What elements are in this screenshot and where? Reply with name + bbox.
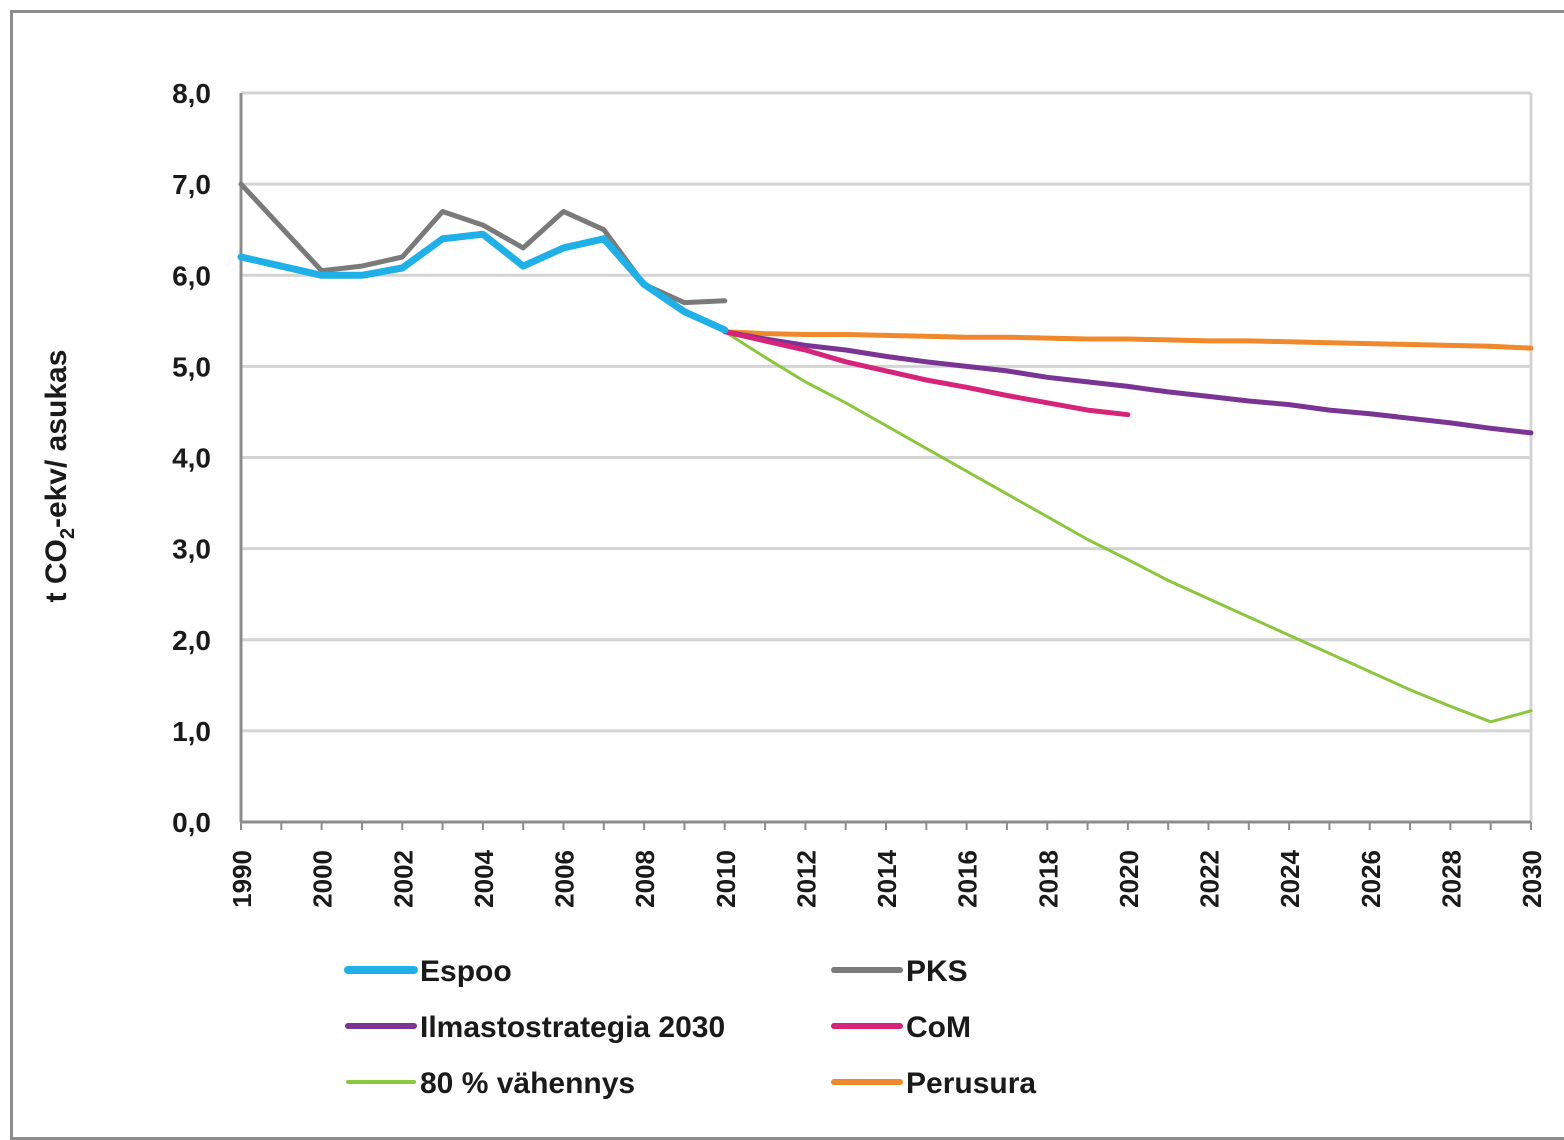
x-tick-label: 2026 <box>1356 850 1386 908</box>
y-axis-label-subscript: 2 <box>57 528 79 539</box>
legend-label: 80 % vähennys <box>420 1067 635 1100</box>
x-tick-labels: 1990 2000 2002 2004 2006 2008 2010 2012 2014 2016… <box>227 849 1547 907</box>
legend-label: Ilmastostrategia 2030 <box>420 1011 725 1044</box>
y-tick-label: 0,0 <box>172 807 211 838</box>
x-tick-label: 2012 <box>791 850 821 908</box>
x-tick-label: 2002 <box>388 850 418 908</box>
y-tick-labels: 0,0 1,0 2,0 3,0 4,0 5,0 6,0 7,0 8,0 <box>172 78 211 838</box>
y-tick-label: 4,0 <box>172 443 211 474</box>
y-tick-label: 5,0 <box>172 351 211 382</box>
series-lines <box>237 181 1534 724</box>
legend-label: Perusura <box>906 1067 1036 1100</box>
x-tick-label: 2018 <box>1033 850 1063 908</box>
y-tick-label: 6,0 <box>172 260 211 291</box>
legend-label: Espoo <box>420 955 512 988</box>
x-tick-label: 2020 <box>1114 850 1144 908</box>
x-tick-label: 2004 <box>469 849 499 907</box>
series-line-2 <box>238 181 728 306</box>
x-tick-label: 2016 <box>953 850 983 908</box>
y-axis-label-lead: t CO <box>40 539 73 602</box>
y-tick-label: 2,0 <box>172 625 211 656</box>
legend-label: PKS <box>906 955 968 988</box>
series-line-5 <box>723 330 1533 724</box>
y-tick-label: 3,0 <box>172 534 211 565</box>
chart-frame <box>10 10 1564 1140</box>
x-tick-label: 2030 <box>1517 850 1547 908</box>
x-tick-label: 2022 <box>1195 850 1225 908</box>
y-axis-label-tail: -ekv/ asukas <box>40 350 73 528</box>
y-tick-label: 8,0 <box>172 78 211 109</box>
x-tick-label: 2028 <box>1436 850 1466 908</box>
series-line-1 <box>237 230 729 334</box>
x-tick-label: 2014 <box>872 849 902 907</box>
y-axis-label: t CO2-ekv/ asukas <box>40 350 79 603</box>
x-tick-label: 2010 <box>711 850 741 908</box>
legend-label: CoM <box>906 1011 971 1044</box>
axes <box>239 91 1533 830</box>
x-tick-label: 1990 <box>227 850 257 908</box>
series-line-4 <box>722 329 1131 418</box>
legend: Espoo PKS Ilmastostrategia 2030 CoM 80 % väh… <box>344 955 1036 1100</box>
series-line-6 <box>722 329 1534 351</box>
x-tick-label: 2024 <box>1275 849 1305 907</box>
y-tick-label: 1,0 <box>172 716 211 747</box>
x-tick-label: 2008 <box>630 850 660 908</box>
x-tick-label: 2000 <box>308 850 338 908</box>
series-line-3 <box>722 329 1534 436</box>
x-tick-label: 2006 <box>550 850 580 908</box>
y-tick-label: 7,0 <box>172 169 211 200</box>
